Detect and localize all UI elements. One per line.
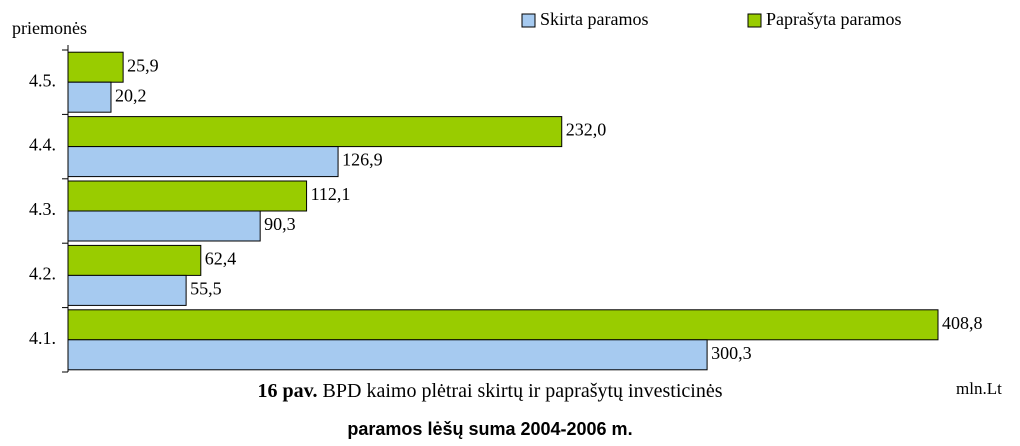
y-axis-label: priemonės [12, 18, 87, 38]
legend-swatch [521, 13, 536, 28]
data-label: 90,3 [264, 214, 296, 234]
bar [67, 116, 563, 148]
bar [67, 244, 202, 276]
data-label: 20,2 [115, 85, 146, 105]
bar [67, 339, 708, 371]
chart-title: 16 pav. BPD kaimo plėtrai skirtų ir papr… [258, 380, 723, 402]
bar [67, 146, 339, 178]
title-line: BPD kaimo plėtrai skirtų ir paprašytų in… [323, 380, 723, 402]
bar [67, 309, 939, 341]
bar [67, 180, 308, 212]
y-tick-label: 4.2. [29, 264, 56, 284]
legend-label: Paprašyta paramos [766, 9, 901, 29]
data-label: 408,8 [942, 313, 983, 333]
title-number: 16 pav. [258, 380, 318, 402]
data-label: 55,5 [190, 279, 222, 299]
bar [67, 81, 112, 113]
y-tick-label: 4.3. [29, 199, 56, 219]
legend-swatch [747, 13, 762, 28]
data-label: 300,3 [711, 343, 752, 363]
y-tick-label: 4.4. [29, 135, 56, 155]
data-label: 112,1 [311, 184, 351, 204]
y-tick-label: 4.5. [29, 70, 56, 90]
data-label: 126,9 [342, 150, 383, 170]
legend-label: Skirta paramos [540, 9, 648, 29]
bar [67, 210, 261, 242]
data-label: 232,0 [566, 120, 607, 140]
unit-label: mln.Lt [956, 379, 1002, 398]
bar [67, 274, 187, 306]
chart-subtitle: paramos lėšų suma 2004-2006 m. [347, 419, 632, 439]
y-tick-label: 4.1. [29, 328, 56, 348]
data-label: 62,4 [205, 249, 237, 269]
data-label: 25,9 [127, 55, 159, 75]
bar [67, 51, 124, 83]
